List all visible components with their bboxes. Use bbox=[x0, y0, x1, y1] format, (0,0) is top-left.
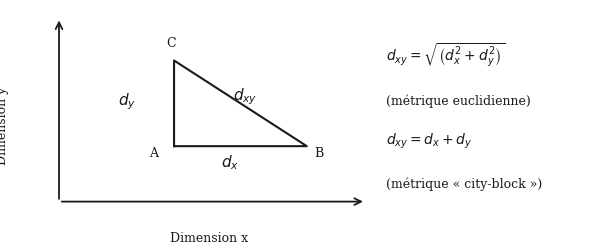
Text: B: B bbox=[314, 147, 324, 161]
Text: (métrique euclidienne): (métrique euclidienne) bbox=[386, 94, 531, 108]
Text: (métrique « city-block »): (métrique « city-block ») bbox=[386, 177, 543, 191]
Text: $d_y$: $d_y$ bbox=[118, 92, 136, 112]
Text: A: A bbox=[149, 147, 158, 161]
Text: Dimension x: Dimension x bbox=[171, 232, 248, 245]
Text: Dimension y: Dimension y bbox=[0, 87, 9, 165]
Text: C: C bbox=[166, 37, 176, 50]
Text: $d_{xy} = d_x + d_y$: $d_{xy} = d_x + d_y$ bbox=[386, 132, 473, 151]
Text: $d_{xy}$: $d_{xy}$ bbox=[232, 87, 257, 107]
Text: $d_x$: $d_x$ bbox=[221, 153, 239, 172]
Text: $d_{xy} = \sqrt{\left(d_x^{2} + d_y^{2}\right)}$: $d_{xy} = \sqrt{\left(d_x^{2} + d_y^{2}\… bbox=[386, 42, 506, 69]
